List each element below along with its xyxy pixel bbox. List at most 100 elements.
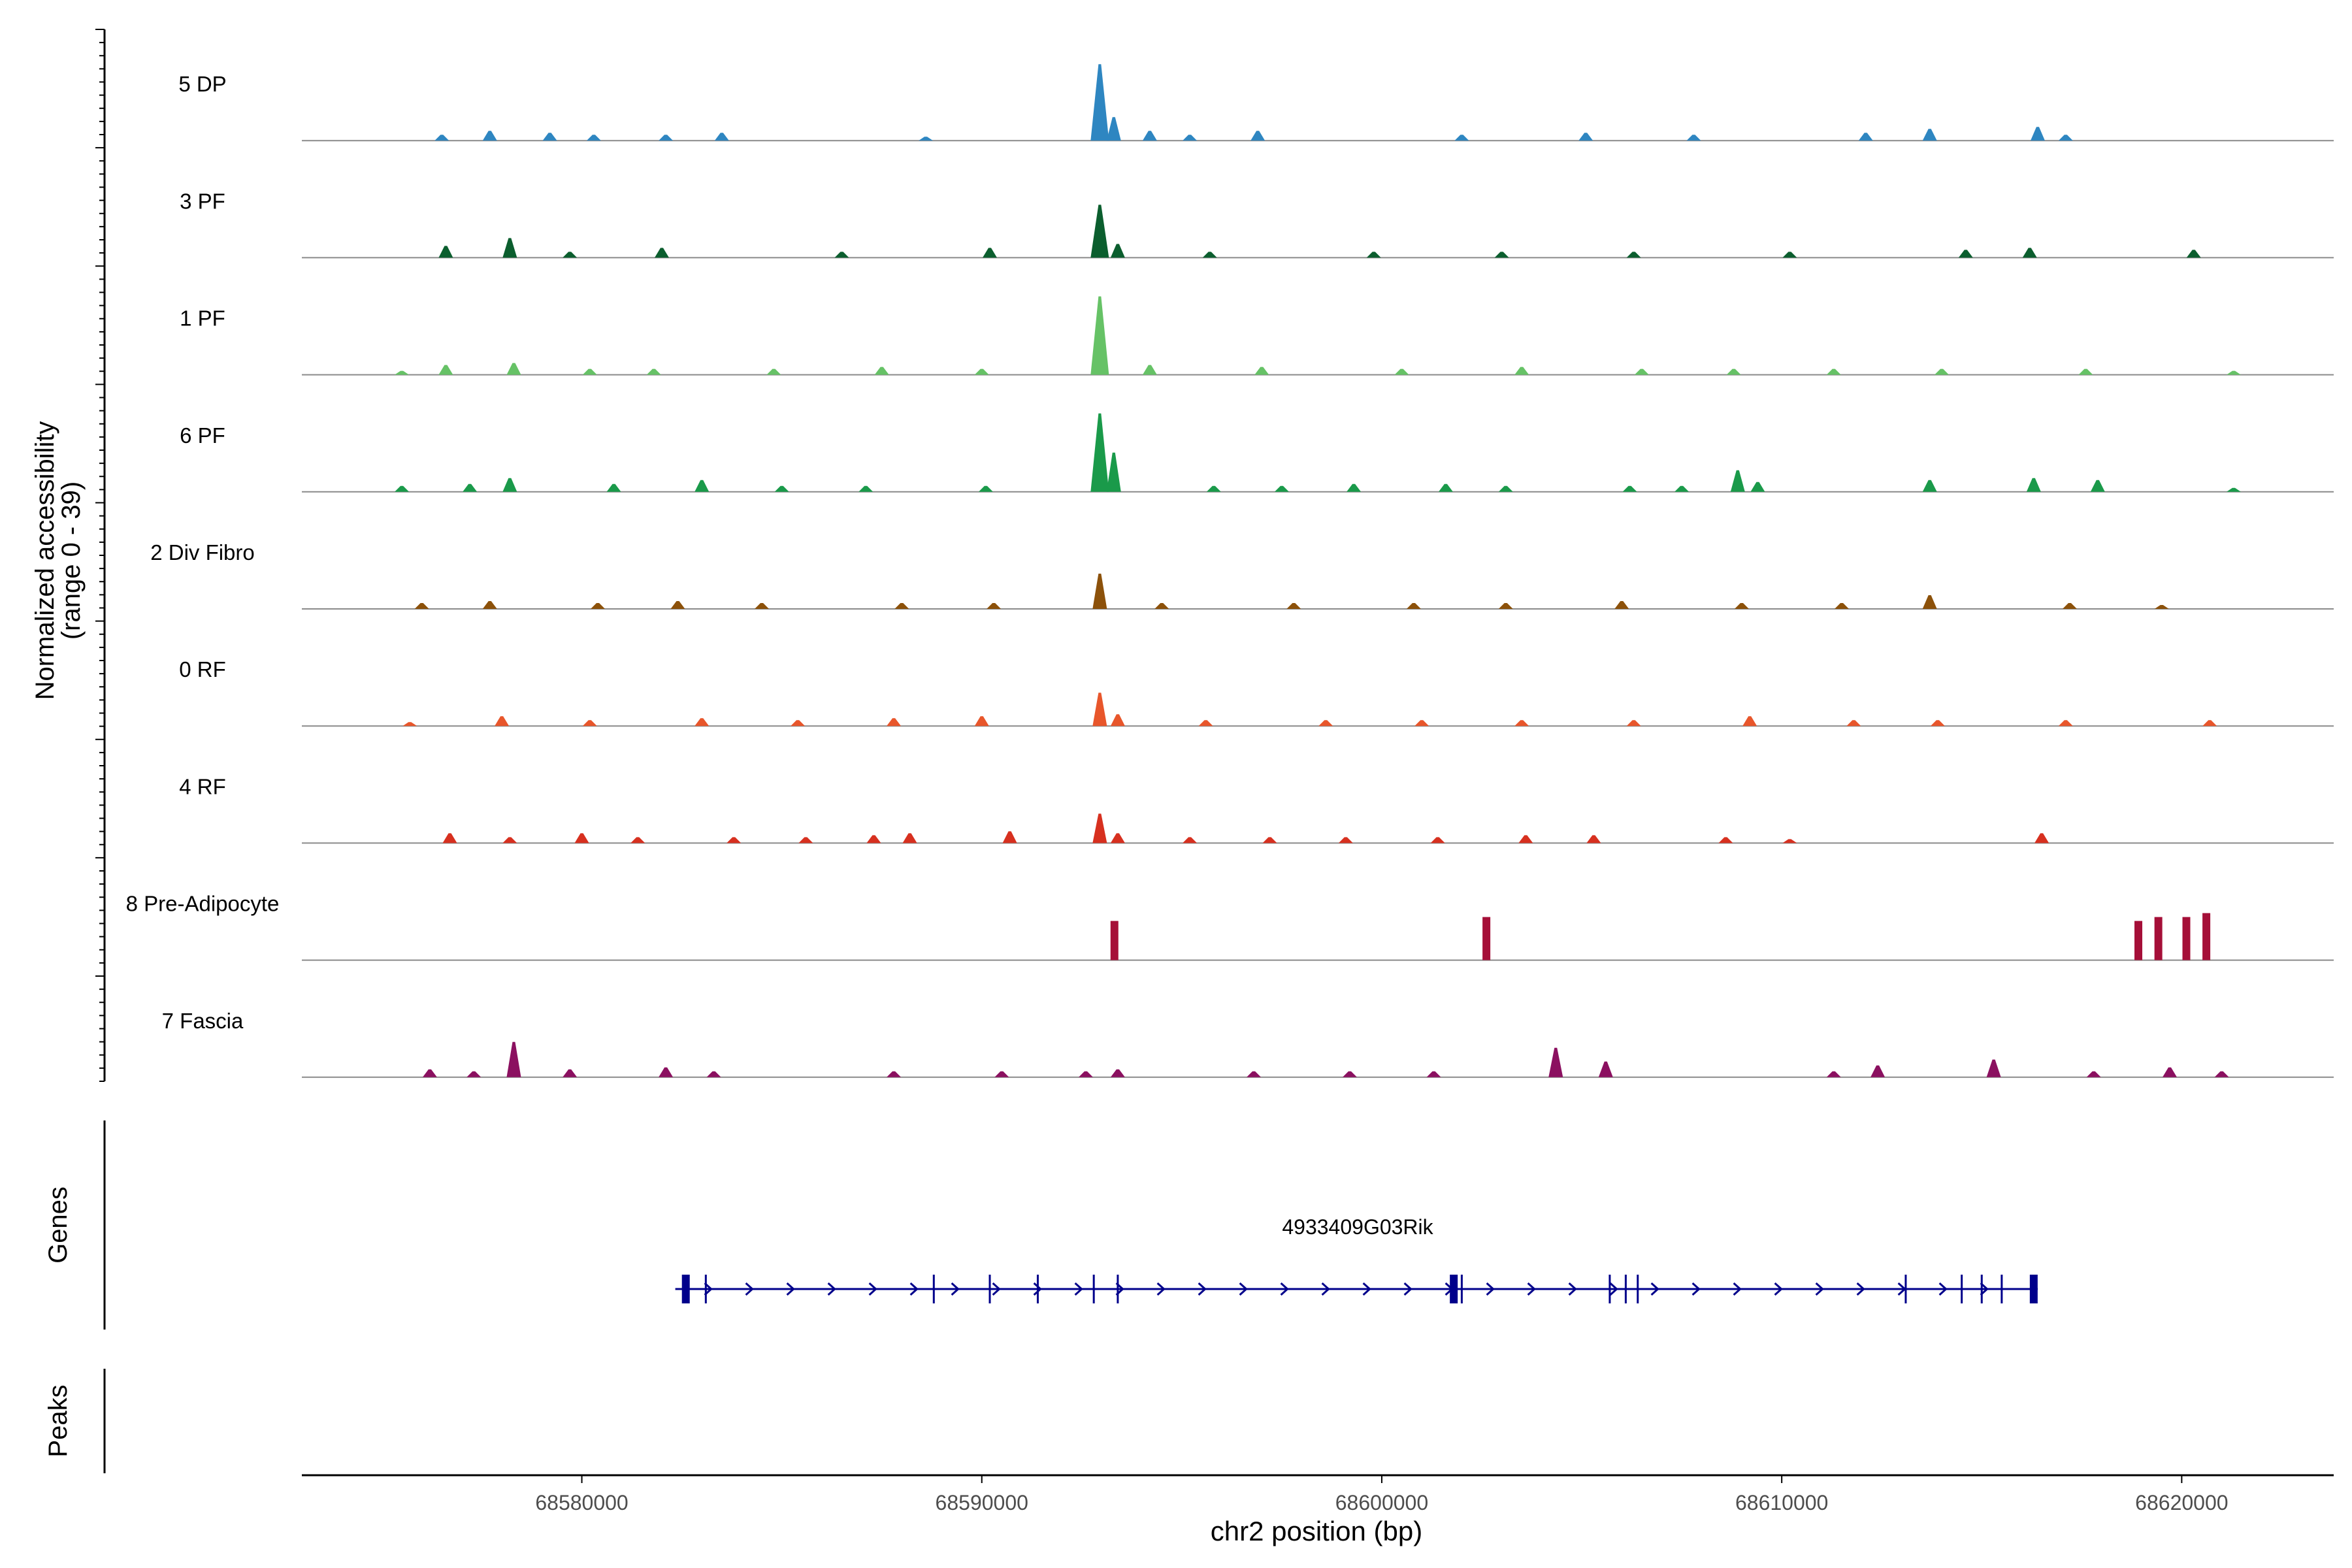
coverage-peak [582, 368, 597, 375]
coverage-peak [1110, 921, 1119, 960]
strand-arrow [1280, 1282, 1289, 1296]
coverage-peak [1183, 135, 1198, 141]
coverage-peak [1183, 837, 1198, 843]
coverage-peak [2186, 250, 2201, 258]
coverage-peak [1598, 1061, 1613, 1077]
strand-arrow [1691, 1282, 1701, 1296]
strand-arrow [1321, 1282, 1330, 1296]
coverage-peak [2154, 917, 2163, 960]
coverage-peak [1142, 131, 1157, 141]
coverage-peak [1342, 1071, 1357, 1077]
coverage-peak [1922, 129, 1937, 141]
peaks-panel: Peaks [44, 1369, 106, 1473]
coverage-peak [1092, 574, 1107, 609]
coverage-peak [502, 238, 517, 258]
strand-arrow [745, 1282, 754, 1296]
strand-arrow [951, 1282, 960, 1296]
strand-arrow [1074, 1282, 1083, 1296]
coverage-peak [586, 135, 601, 141]
coverage-peak [774, 485, 789, 492]
coverage-peak [1686, 135, 1701, 141]
coverage-peak [727, 837, 742, 843]
coverage-peak [791, 720, 806, 727]
coverage-peak [2078, 368, 2093, 375]
coverage-peak [1430, 837, 1445, 843]
coverage-peak [414, 603, 429, 609]
coverage-peak [2162, 1067, 2177, 1077]
coverage-peak [463, 483, 478, 492]
coverage-peak [1142, 365, 1157, 375]
y-axis-label-line-1: Normalized accessibility [31, 421, 59, 700]
y-axis-label-line-2: (range 0 - 39) [57, 482, 86, 640]
coverage-peak [2030, 127, 2045, 141]
strand-arrow [1856, 1282, 1865, 1296]
coverage-peak [502, 837, 517, 843]
coverage-peak [506, 363, 521, 375]
coverage-peak [2154, 605, 2169, 609]
coverage-peak [1394, 368, 1409, 375]
coverage-peak [1634, 368, 1649, 375]
coverage-tracks: 5 DP 3 PF 1 PF 6 PF 2 Div Fibro 0 RF 4 RF 8 Pre… [126, 64, 2334, 1078]
coverage-peak [2226, 487, 2241, 492]
strand-arrow [1033, 1282, 1042, 1296]
track-label: 1 PF [180, 306, 225, 331]
strand-arrow [1527, 1282, 1536, 1296]
strand-arrow [704, 1282, 713, 1296]
coverage-peak [1406, 603, 1421, 609]
track-label: 3 PF [180, 189, 225, 213]
peaks-track-label: Peaks [44, 1384, 73, 1457]
coverage-peak [866, 835, 881, 843]
coverage-peak [1250, 131, 1266, 141]
coverage-peak [1090, 204, 1109, 258]
coverage-peak [495, 716, 510, 727]
gene-exon [1450, 1275, 1458, 1303]
coverage-peak [2026, 478, 2041, 492]
track-7-fascia: 7 Fascia [162, 1009, 2334, 1078]
coverage-peak [1110, 714, 1125, 727]
strand-arrow [1198, 1282, 1207, 1296]
coverage-peak [1366, 252, 1381, 258]
coverage-peak [1626, 252, 1641, 258]
coverage-peak [1514, 720, 1529, 727]
strand-arrow [827, 1282, 836, 1296]
coverage-peak [974, 368, 989, 375]
coverage-peak [646, 368, 661, 375]
coverage-peak [1518, 835, 1533, 843]
coverage-peak [1514, 367, 1529, 375]
strand-arrow [909, 1282, 919, 1296]
x-tick-label: 68600000 [1335, 1491, 1428, 1514]
coverage-peak [1614, 601, 1629, 609]
x-axis: 68580000 68590000 68600000 68610000 68620000 [302, 1474, 2334, 1514]
coverage-peak [2090, 480, 2105, 492]
gene-exon [2029, 1275, 2038, 1303]
coverage-peak [1247, 1071, 1262, 1077]
track-label: 4 RF [179, 774, 226, 798]
strand-arrow [1980, 1282, 1989, 1296]
coverage-peak [482, 131, 497, 141]
coverage-peak [563, 1069, 578, 1077]
coverage-peak [542, 133, 557, 141]
coverage-peak [482, 601, 497, 609]
coverage-peak [2022, 248, 2037, 258]
coverage-peak [1674, 485, 1690, 492]
coverage-peak [1494, 252, 1509, 258]
coverage-peak [1846, 720, 1861, 727]
coverage-peak [1090, 296, 1109, 375]
coverage-peak [2034, 833, 2050, 843]
coverage-peak [2214, 1071, 2229, 1077]
x-axis-label: chr2 position (bp) [1211, 1516, 1423, 1546]
strand-arrow [1650, 1282, 1659, 1296]
coverage-peak [1254, 367, 1269, 375]
coverage-peak [1922, 595, 1937, 609]
coverage-peak [466, 1071, 482, 1077]
coverage-peak [1110, 1069, 1125, 1077]
coverage-peak [1826, 368, 1841, 375]
coverage-peak [2226, 370, 2241, 375]
gene-model [675, 1275, 2038, 1303]
coverage-peak [1002, 831, 1017, 843]
coverage-peak [1106, 452, 1121, 492]
coverage-peak [395, 485, 410, 492]
coverage-peak [1586, 835, 1601, 843]
coverage-peak [659, 135, 674, 141]
